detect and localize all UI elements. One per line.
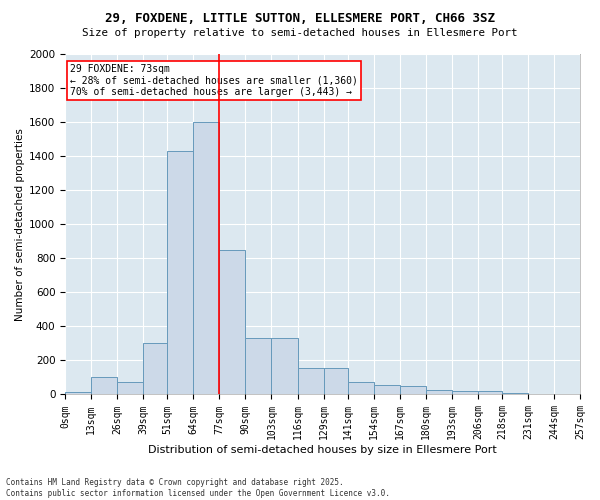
Bar [452, 390, 478, 394]
Bar [347, 382, 374, 394]
Text: Contains HM Land Registry data © Crown copyright and database right 2025.
Contai: Contains HM Land Registry data © Crown c… [6, 478, 390, 498]
Y-axis label: Number of semi-detached properties: Number of semi-detached properties [15, 128, 25, 320]
Bar [426, 390, 452, 394]
Bar [167, 151, 193, 394]
Bar [65, 392, 91, 394]
X-axis label: Distribution of semi-detached houses by size in Ellesmere Port: Distribution of semi-detached houses by … [148, 445, 497, 455]
Bar [117, 382, 143, 394]
Bar [374, 385, 400, 394]
Text: 29, FOXDENE, LITTLE SUTTON, ELLESMERE PORT, CH66 3SZ: 29, FOXDENE, LITTLE SUTTON, ELLESMERE PO… [105, 12, 495, 26]
Bar [478, 392, 502, 394]
Bar [323, 368, 347, 394]
Bar [143, 344, 167, 394]
Bar [271, 338, 298, 394]
Text: Size of property relative to semi-detached houses in Ellesmere Port: Size of property relative to semi-detach… [82, 28, 518, 38]
Bar [298, 368, 323, 394]
Bar [245, 338, 271, 394]
Bar [502, 393, 528, 394]
Bar [91, 378, 117, 394]
Bar [400, 386, 426, 394]
Bar [193, 122, 220, 394]
Text: 29 FOXDENE: 73sqm
← 28% of semi-detached houses are smaller (1,360)
70% of semi-: 29 FOXDENE: 73sqm ← 28% of semi-detached… [70, 64, 358, 98]
Bar [220, 250, 245, 394]
